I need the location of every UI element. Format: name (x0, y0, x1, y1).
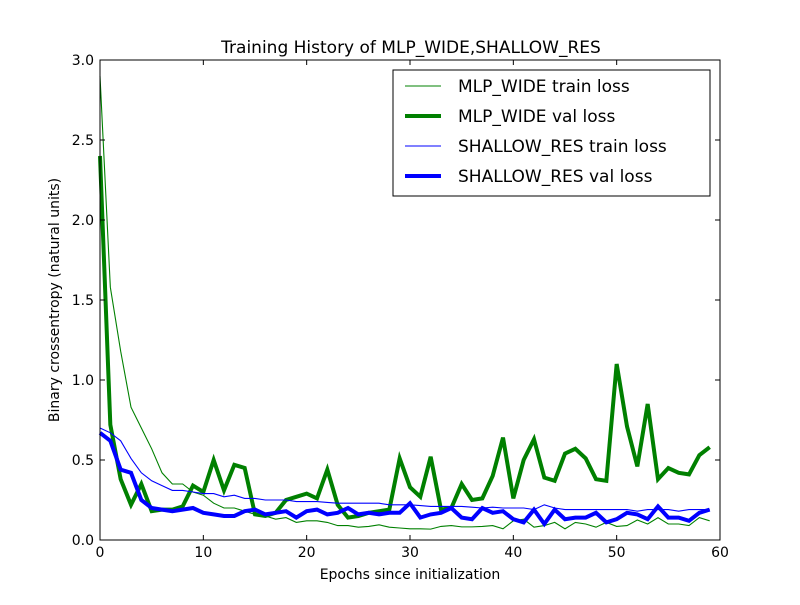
legend-label: SHALLOW_RES train loss (458, 137, 667, 157)
series-lines (98, 75, 711, 530)
y-tick-label: 1.5 (72, 293, 94, 309)
legend-box (392, 69, 711, 197)
y-tick-label: 0.5 (72, 453, 94, 469)
x-tick-label: 20 (298, 545, 316, 561)
x-tick-label: 10 (194, 545, 212, 561)
axis-ticks: 0 10 20 30 40 50 60 0.0 0.5 1.0 1.5 2.0 2.5 3.0 (72, 53, 729, 561)
y-tick-label: 0.0 (72, 533, 94, 549)
y-tick-label: 2.5 (72, 133, 94, 149)
x-axis-label: Epochs since initialization (320, 567, 501, 583)
x-tick-label: 30 (401, 545, 419, 561)
legend-label: MLP_WIDE train loss (458, 77, 630, 97)
series-line-1 (98, 155, 711, 520)
series-line-3 (98, 431, 711, 528)
x-tick-label: 60 (711, 545, 729, 561)
legend-label: SHALLOW_RES val loss (458, 167, 653, 187)
y-tick-label: 3.0 (72, 53, 94, 69)
x-tick-label: 0 (96, 545, 105, 561)
legend: MLP_WIDE train loss MLP_WIDE val loss SHAL… (392, 69, 711, 197)
chart-title: Training History of MLP_WIDE,SHALLOW_RES (220, 38, 601, 58)
y-tick-label: 2.0 (72, 213, 94, 229)
y-tick-label: 1.0 (72, 373, 94, 389)
series-line-2 (99, 427, 710, 512)
x-tick-label: 50 (608, 545, 626, 561)
x-tick-label: 40 (504, 545, 522, 561)
y-axis-label: Binary crossentropy (natural units) (47, 178, 63, 422)
legend-label: MLP_WIDE val loss (458, 107, 616, 127)
